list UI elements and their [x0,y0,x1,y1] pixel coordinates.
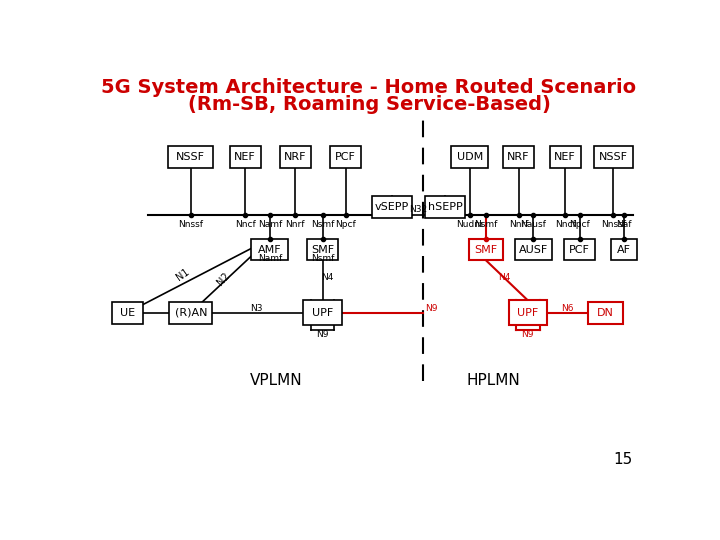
Text: PCF: PCF [570,245,590,254]
FancyBboxPatch shape [112,302,143,323]
FancyBboxPatch shape [469,239,503,260]
FancyBboxPatch shape [307,239,338,260]
Text: vSEPP: vSEPP [375,202,410,212]
Text: VPLMN: VPLMN [250,373,302,388]
Text: N4: N4 [498,273,510,282]
Text: hSEPP: hSEPP [428,202,462,212]
Text: Nsmf: Nsmf [311,254,334,262]
Text: NSSF: NSSF [176,152,205,162]
FancyBboxPatch shape [594,146,632,168]
Text: Nncf: Nncf [554,220,575,230]
Text: N6: N6 [561,305,574,313]
Text: UE: UE [120,308,135,318]
Text: HPLMN: HPLMN [466,373,520,388]
Text: UPF: UPF [312,308,333,318]
Text: Nnssf: Nnssf [600,220,626,230]
Text: N2: N2 [215,271,232,287]
Text: (Rm-SB, Roaming Service-Based): (Rm-SB, Roaming Service-Based) [188,96,550,114]
Text: PCF: PCF [336,152,356,162]
Text: AMF: AMF [258,245,282,254]
Text: NEF: NEF [234,152,256,162]
Text: N9: N9 [425,305,437,313]
Text: N9: N9 [521,330,534,339]
Text: N3: N3 [251,305,263,313]
FancyBboxPatch shape [564,239,595,260]
Text: Naf: Naf [616,220,631,230]
Text: Nnrf: Nnrf [286,220,305,230]
Text: Namf: Namf [258,254,282,262]
Text: Nnssf: Nnssf [179,220,203,230]
Text: N4: N4 [321,273,333,282]
FancyBboxPatch shape [425,197,465,218]
Text: Nsmf: Nsmf [311,220,334,230]
Text: 5G System Architecture - Home Routed Scenario: 5G System Architecture - Home Routed Sce… [102,78,636,97]
FancyBboxPatch shape [515,239,552,260]
Text: Nnrf: Nnrf [509,220,528,230]
Text: Npcf: Npcf [570,220,590,230]
FancyBboxPatch shape [280,146,311,168]
Text: AUSF: AUSF [518,245,548,254]
Text: SMF: SMF [311,245,334,254]
FancyBboxPatch shape [303,300,342,325]
Text: Nausf: Nausf [521,220,546,230]
FancyBboxPatch shape [503,146,534,168]
Text: Nudm: Nudm [456,220,483,230]
Text: NSSF: NSSF [598,152,628,162]
FancyBboxPatch shape [549,146,580,168]
Text: NEF: NEF [554,152,576,162]
Text: Nsmf: Nsmf [474,220,498,230]
Text: UPF: UPF [517,308,539,318]
Text: 15: 15 [613,452,632,467]
Text: Nncf: Nncf [235,220,256,230]
FancyBboxPatch shape [169,302,212,323]
Text: N9: N9 [316,330,329,339]
FancyBboxPatch shape [168,146,213,168]
Text: Namf: Namf [258,220,282,230]
FancyBboxPatch shape [372,197,413,218]
Text: (R)AN: (R)AN [174,308,207,318]
FancyBboxPatch shape [230,146,261,168]
FancyBboxPatch shape [611,239,637,260]
Text: NRF: NRF [508,152,530,162]
Text: AF: AF [617,245,631,254]
Text: NRF: NRF [284,152,307,162]
FancyBboxPatch shape [508,300,547,325]
FancyBboxPatch shape [251,239,289,260]
FancyBboxPatch shape [588,302,624,323]
Text: N1: N1 [175,266,192,282]
Text: DN: DN [597,308,614,318]
Text: N32: N32 [409,205,427,214]
FancyBboxPatch shape [451,146,488,168]
Text: Npcf: Npcf [336,220,356,230]
Text: SMF: SMF [474,245,498,254]
FancyBboxPatch shape [330,146,361,168]
Text: UDM: UDM [456,152,483,162]
